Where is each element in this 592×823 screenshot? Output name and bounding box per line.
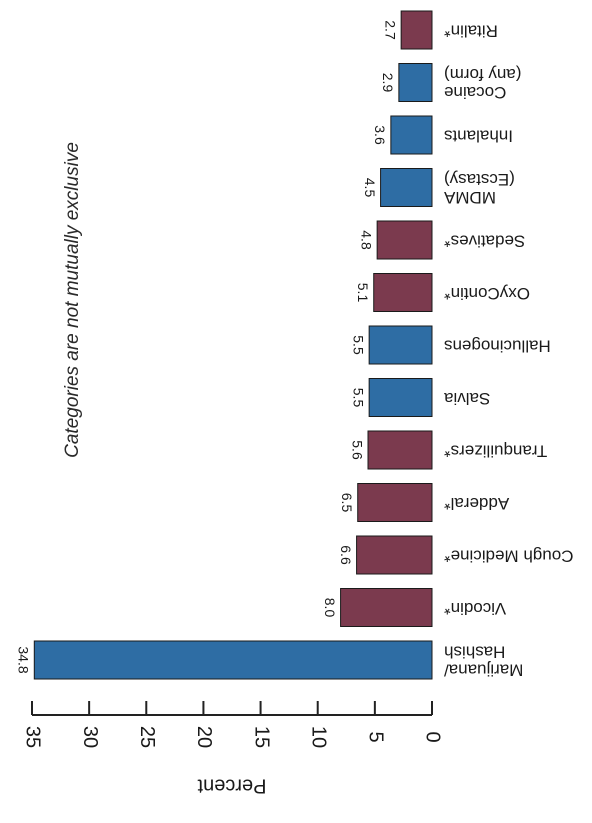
bar [400,10,433,50]
tick-label: 25 [136,726,158,748]
category-label: Ritalin* [444,22,498,41]
bar [390,115,433,155]
tick-label: 0 [422,731,444,742]
bar [398,63,433,102]
data-label: 4.5 [362,178,378,198]
bar [368,378,433,417]
tick-label: 15 [250,726,272,748]
category-label: Salvia [443,389,490,408]
category-label: OxyContin* [444,284,530,303]
percent-axis: 35 30 25 20 15 10 5 0 Percent [22,701,444,797]
category-label: Hashish [444,643,505,662]
category-label: Cocaine [444,83,506,102]
chart-subtitle: Categories are not mutually exclusive [62,142,83,458]
category-label: Sedatives* [444,232,526,251]
data-label: 34.8 [16,646,32,673]
category-label: Adderal* [444,494,510,513]
data-label: 5.5 [350,335,366,355]
bar [380,168,433,207]
subtitle-group: Categories are not mutually exclusive [62,142,83,458]
data-label: 6.5 [339,493,355,513]
data-label: 3.6 [372,125,388,145]
data-label: 5.5 [350,388,366,408]
tick-label: 30 [79,726,101,748]
data-label: 2.9 [380,73,396,93]
tick-label: 10 [307,726,329,748]
data-label: 5.6 [349,440,365,460]
tick-label: 35 [22,726,44,748]
bar [373,273,433,312]
tick-label: 20 [193,726,215,748]
bar [376,220,433,260]
category-label: Inhalants [444,127,513,146]
category-label: (any form) [444,65,521,84]
tick-label: 5 [365,731,387,742]
category-label: Marijuana/ [444,661,524,680]
category-label: (Ecstasy) [444,170,515,189]
category-label: Cough Medicine* [444,547,574,566]
axis-title-percent: Percent [197,775,266,797]
category-label: Hallucinogens [444,337,551,356]
data-label: 6.6 [338,545,354,565]
bar [367,430,433,470]
category-label: Vicodin* [444,599,506,618]
bar [340,588,433,627]
bars-group: 34.8 Marijuana/Hashish 8.0 Vicodin* 6.6 Cough… [16,10,574,680]
data-label: 2.7 [382,20,398,40]
data-label: 4.8 [358,230,374,250]
category-label: MDMA [443,188,496,207]
data-label: 8.0 [322,598,338,618]
bar [357,483,433,522]
category-label: Tranquilizers* [444,442,548,461]
bar [33,640,433,680]
plot-root: Categories are not mutually exclusive 35… [16,10,574,797]
data-label: 5.1 [355,283,371,303]
bar [368,325,433,365]
bar [356,535,433,575]
